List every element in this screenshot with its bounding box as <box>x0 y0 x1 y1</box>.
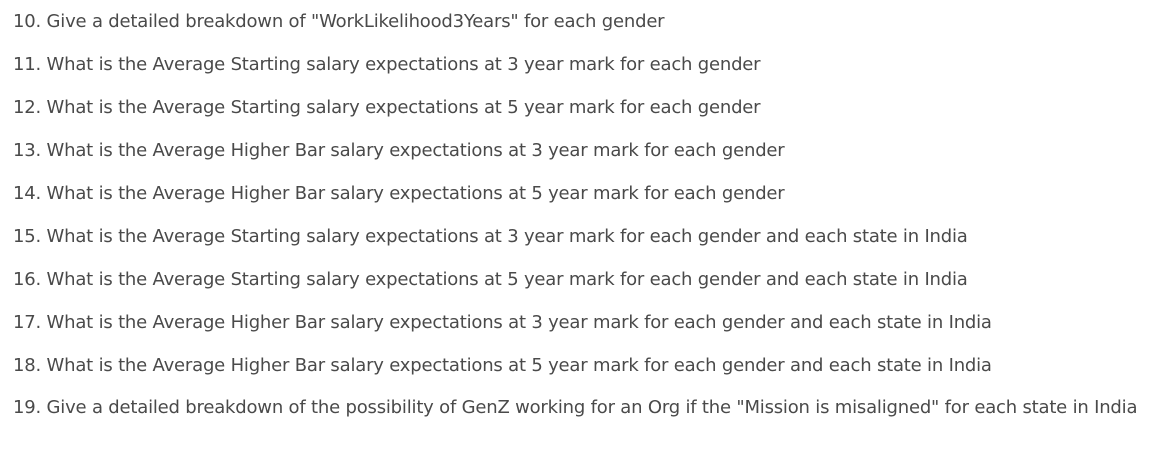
question-item-11: 11. What is the Average Starting salary … <box>13 54 761 75</box>
question-item-13: 13. What is the Average Higher Bar salar… <box>13 140 785 161</box>
question-item-19: 19. Give a detailed breakdown of the pos… <box>13 397 1138 418</box>
question-item-14: 14. What is the Average Higher Bar salar… <box>13 183 785 204</box>
question-item-12: 12. What is the Average Starting salary … <box>13 97 761 118</box>
question-item-18: 18. What is the Average Higher Bar salar… <box>13 355 992 376</box>
question-item-17: 17. What is the Average Higher Bar salar… <box>13 312 992 333</box>
question-item-15: 15. What is the Average Starting salary … <box>13 226 968 247</box>
question-item-10: 10. Give a detailed breakdown of "WorkLi… <box>13 11 665 32</box>
question-item-16: 16. What is the Average Starting salary … <box>13 269 968 290</box>
